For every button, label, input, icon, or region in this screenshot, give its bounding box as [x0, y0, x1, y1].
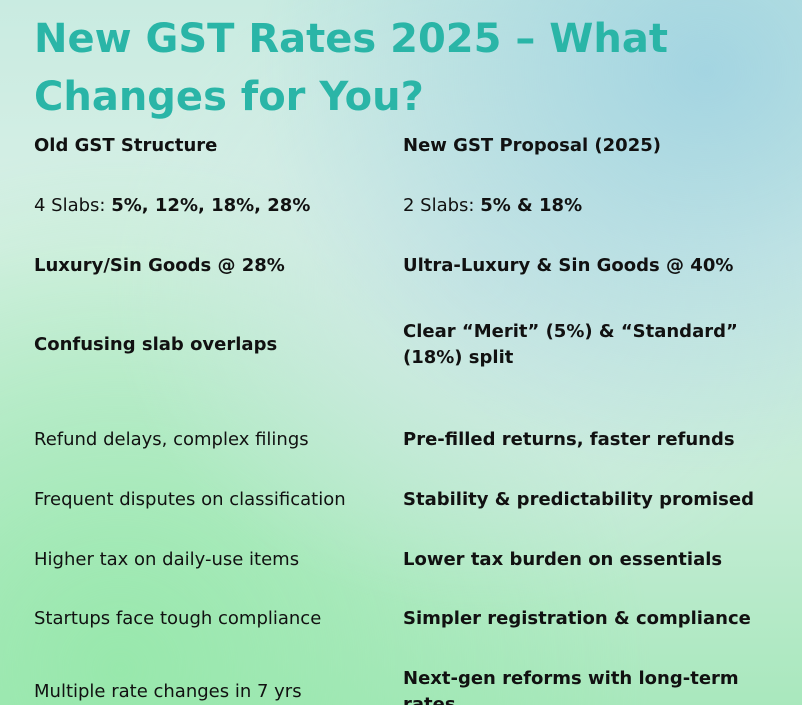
new-cell: Clear “Merit” (5%) & “Standard” (18%) sp… [403, 321, 738, 368]
old-slabs-rates: 5%, 12%, 18%, 28% [111, 195, 311, 216]
old-cell: Frequent disputes on classification [34, 489, 346, 510]
old-cell: Startups face tough compliance [34, 608, 322, 629]
header-old-structure: Old GST Structure [34, 135, 218, 156]
page-title: New GST Rates 2025 – What Changes for Yo… [34, 16, 669, 120]
new-slabs-label: 2 Slabs: [403, 195, 481, 216]
table-row: Confusing slab overlaps Clear “Merit” (5… [34, 317, 794, 373]
old-cell: Confusing slab overlaps [34, 334, 278, 355]
new-cell: Stability & predictability promised [403, 489, 754, 510]
table-row: Luxury/Sin Goods @ 28% Ultra-Luxury & Si… [34, 253, 794, 279]
new-cell: Pre-filled returns, faster refunds [403, 429, 735, 450]
table-row: Refund delays, complex filings Pre-fille… [34, 427, 794, 453]
table-row: Frequent disputes on classification Stab… [34, 487, 794, 513]
table-row: Multiple rate changes in 7 yrs Next-gen … [34, 666, 794, 705]
new-cell: Ultra-Luxury & Sin Goods @ 40% [403, 255, 734, 276]
old-cell: Refund delays, complex filings [34, 429, 309, 450]
old-slabs: 4 Slabs: 5%, 12%, 18%, 28% [34, 193, 403, 219]
new-slabs-rates: 5% & 18% [480, 195, 583, 216]
header-new-proposal: New GST Proposal (2025) [403, 135, 661, 156]
old-cell: Higher tax on daily-use items [34, 549, 300, 570]
new-slabs: 2 Slabs: 5% & 18% [403, 193, 788, 219]
old-slabs-label: 4 Slabs: [34, 195, 112, 216]
table-row: Higher tax on daily-use items Lower tax … [34, 547, 794, 573]
table-header-row: Old GST Structure New GST Proposal (2025… [34, 133, 794, 159]
new-cell: Simpler registration & compliance [403, 608, 751, 629]
table-row: Startups face tough compliance Simpler r… [34, 606, 794, 632]
new-cell: Next-gen reforms with long-term rates [403, 668, 739, 705]
old-cell: Luxury/Sin Goods @ 28% [34, 255, 285, 276]
slabs-row: 4 Slabs: 5%, 12%, 18%, 28% 2 Slabs: 5% &… [34, 193, 794, 219]
new-cell: Lower tax burden on essentials [403, 549, 723, 570]
old-cell: Multiple rate changes in 7 yrs [34, 681, 302, 702]
